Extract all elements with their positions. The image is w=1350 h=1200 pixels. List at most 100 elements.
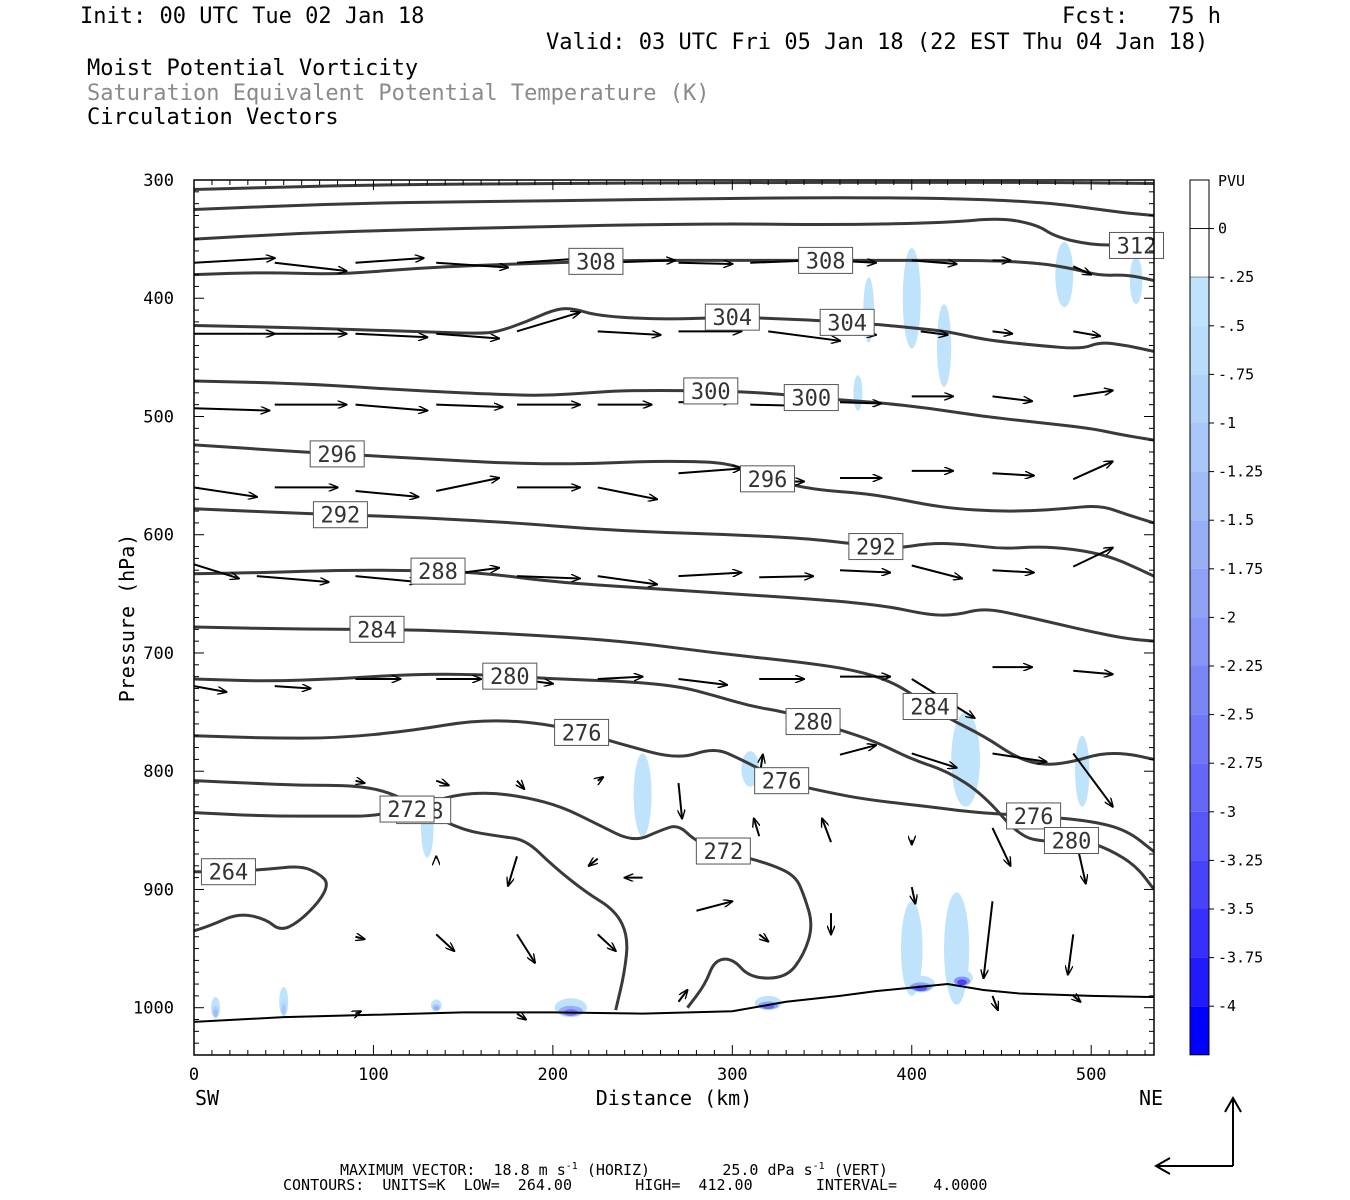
colorbar-swatch (1190, 957, 1209, 1007)
contour-label-box (410, 557, 466, 585)
colorbar-swatch (1190, 277, 1209, 326)
max-vector-line: MAXIMUM VECTOR: 18.8 m s-1 (HORIZ) 25.0 … (340, 1159, 888, 1178)
y-tick-label: 700 (143, 644, 174, 664)
colorbar-label: -.75 (1218, 365, 1254, 383)
circulation-vector (822, 819, 832, 843)
x-tick-label: 0 (189, 1065, 199, 1085)
valid-time: Valid: 03 UTC Fri 05 Jan 18 (22 EST Thu … (546, 30, 1209, 55)
contour-label-280-1: 280 (785, 708, 841, 736)
contour-label-text: 276 (1014, 805, 1054, 830)
pv-area-3 (1075, 735, 1090, 807)
theta-contour-272 (194, 791, 813, 1009)
theta-contour-292 (194, 507, 1154, 578)
field-theta-es: Saturation Equivalent Potential Temperat… (87, 81, 710, 106)
circulation-vector (597, 677, 643, 679)
circulation-vector (992, 752, 1047, 761)
colorbar-swatch (1190, 471, 1209, 521)
colorbar-swatch (1190, 666, 1209, 715)
theta-contour-304 (194, 307, 1154, 353)
circulation-vector (992, 570, 1034, 572)
pv-area-4 (633, 753, 652, 837)
circulation-vector (355, 403, 427, 411)
x-tick-label: 500 (1076, 1065, 1107, 1085)
circulation-vector (758, 934, 768, 941)
circulation-vector (274, 261, 347, 271)
x-axis-title: Distance (km) (596, 1086, 753, 1110)
contour-label-300-0: 300 (683, 377, 739, 405)
theta-contour-280 (194, 672, 1154, 891)
circulation-vector (355, 937, 364, 939)
contour-label-308-1: 308 (798, 246, 854, 274)
circulation-vector (1072, 548, 1112, 568)
colorbar-label: -3.25 (1218, 851, 1263, 869)
pv-peak-13 (213, 1009, 218, 1017)
contour-label-box (739, 465, 795, 493)
contour-label-box (819, 308, 875, 336)
contour-label-text: 284 (910, 695, 950, 720)
contour-label-264-0: 264 (200, 858, 256, 886)
max-vector-label: MAXIMUM VECTOR: (340, 1161, 476, 1179)
circulation-vector (678, 263, 732, 264)
colorbar-label: -1.5 (1218, 511, 1254, 529)
colorbar-swatch (1190, 909, 1209, 958)
circulation-vector (992, 331, 1013, 333)
contour-label-276-1: 276 (754, 767, 810, 795)
circulation-vector (696, 901, 732, 912)
contour-label-296-0: 296 (309, 440, 365, 468)
circulation-vector (1073, 671, 1112, 675)
contour-label-300-1: 300 (783, 384, 839, 412)
contour-label-box (309, 440, 365, 468)
circulation-vector (1072, 752, 1112, 806)
contour-label-text: 292 (321, 504, 361, 529)
y-tick-label: 1000 (133, 999, 174, 1019)
theta-contour-300 (194, 379, 1154, 442)
contour-label-text: 288 (418, 560, 458, 585)
contour-label-box (754, 767, 810, 795)
circulation-vector (678, 782, 682, 818)
circulation-vector (993, 995, 998, 1010)
circulation-vector (435, 781, 449, 786)
circulation-vector (759, 576, 813, 577)
contour-label-box (1043, 827, 1099, 855)
colorbar-label: -4 (1218, 997, 1236, 1015)
circulation-vector (911, 752, 957, 767)
theta-contour-312 (194, 217, 1154, 248)
contour-label-box (1006, 802, 1062, 830)
contour-label-box (695, 837, 751, 865)
circulation-vector (516, 576, 580, 578)
colorbar-swatch (1190, 423, 1209, 472)
contour-label-text: 284 (357, 618, 397, 643)
contour-label-292-1: 292 (848, 533, 904, 561)
y-tick-label: 400 (143, 289, 174, 309)
max-vector-vert: 25.0 dPa s (722, 1161, 813, 1179)
contour-label-292-0: 292 (312, 501, 368, 529)
contour-label-284-0: 284 (349, 615, 405, 643)
contour-label-272-1: 272 (695, 837, 751, 865)
colorbar-units: PVU (1218, 172, 1245, 190)
circulation-vector (911, 260, 957, 264)
contour-label-280-2: 280 (1043, 827, 1099, 855)
vert-exponent: -1 (812, 1161, 825, 1172)
circulation-vector (355, 489, 418, 497)
circulation-vector (355, 781, 364, 783)
horiz-exponent: -1 (565, 1161, 578, 1172)
pv-area-5 (936, 304, 952, 387)
colorbar-swatch (1190, 714, 1209, 764)
y-tick-label: 900 (143, 880, 174, 900)
circulation-vector (436, 405, 502, 407)
colorbar-swatch (1189, 179, 1210, 229)
field-circulation: Circulation Vectors (87, 105, 339, 130)
colorbar-swatch (1190, 811, 1209, 861)
colorbar-label: -3.5 (1218, 900, 1254, 918)
circulation-vector (194, 486, 257, 496)
colorbar-label: -2.5 (1218, 706, 1254, 724)
forecast-hour: Fcst: 75 h (1062, 4, 1221, 29)
colorbar-label: 0 (1218, 220, 1227, 238)
circulation-vector (677, 990, 687, 1003)
colorbar-label: -3.75 (1218, 949, 1263, 967)
contour-label-box (683, 377, 739, 405)
contour-label-box (200, 858, 256, 886)
pv-area-8 (1055, 242, 1074, 308)
colorbar-swatch (1189, 228, 1210, 278)
vert-tag: (VERT) (833, 1161, 888, 1179)
